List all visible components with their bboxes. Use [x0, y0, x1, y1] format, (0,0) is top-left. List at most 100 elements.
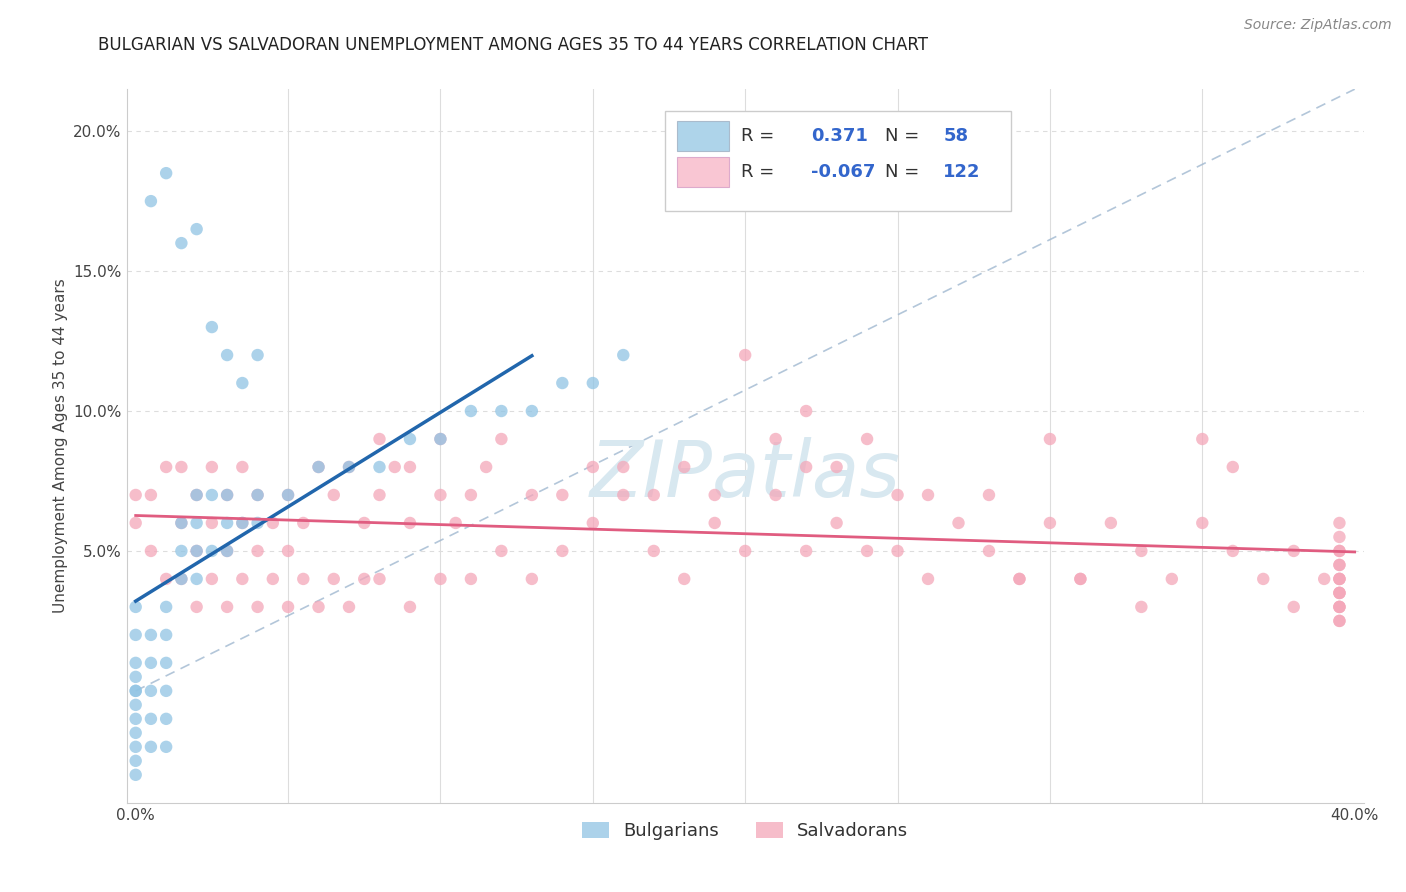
- Point: [765, 488, 787, 502]
- Point: [1329, 544, 1351, 558]
- Point: [1069, 572, 1091, 586]
- Point: [673, 460, 696, 475]
- Point: [186, 488, 208, 502]
- Text: 122: 122: [943, 163, 980, 181]
- Point: [262, 516, 284, 530]
- Point: [1039, 432, 1062, 446]
- Point: [292, 572, 315, 586]
- Point: [1222, 544, 1244, 558]
- Point: [170, 516, 193, 530]
- FancyBboxPatch shape: [678, 157, 730, 187]
- Point: [155, 599, 177, 614]
- Point: [368, 460, 391, 475]
- Point: [582, 460, 605, 475]
- Point: [703, 516, 725, 530]
- Point: [125, 698, 148, 712]
- Point: [217, 488, 239, 502]
- Point: [1191, 516, 1213, 530]
- Point: [765, 432, 787, 446]
- Point: [582, 516, 605, 530]
- Point: [1329, 572, 1351, 586]
- Point: [1329, 599, 1351, 614]
- Point: [186, 544, 208, 558]
- Point: [231, 516, 253, 530]
- Point: [170, 236, 193, 251]
- Point: [1329, 558, 1351, 572]
- Point: [1191, 432, 1213, 446]
- Point: [384, 460, 406, 475]
- Point: [1282, 599, 1305, 614]
- Point: [460, 488, 482, 502]
- Point: [125, 516, 148, 530]
- Point: [1008, 572, 1031, 586]
- Point: [1160, 572, 1182, 586]
- Point: [246, 599, 269, 614]
- Point: [125, 754, 148, 768]
- Point: [429, 572, 451, 586]
- Point: [231, 376, 253, 390]
- Point: [155, 656, 177, 670]
- Point: [139, 656, 162, 670]
- Point: [231, 460, 253, 475]
- Point: [139, 712, 162, 726]
- Legend: Bulgarians, Salvadorans: Bulgarians, Salvadorans: [575, 814, 915, 847]
- Point: [460, 404, 482, 418]
- Point: [201, 516, 224, 530]
- Point: [201, 488, 224, 502]
- Point: [825, 516, 848, 530]
- Point: [155, 166, 177, 180]
- Point: [368, 572, 391, 586]
- Point: [429, 432, 451, 446]
- Point: [399, 432, 422, 446]
- Point: [217, 599, 239, 614]
- Point: [917, 488, 939, 502]
- Text: N =: N =: [884, 163, 920, 181]
- Text: -0.067: -0.067: [811, 163, 875, 181]
- Point: [217, 488, 239, 502]
- Point: [886, 544, 908, 558]
- Point: [353, 516, 375, 530]
- Point: [292, 516, 315, 530]
- Point: [825, 460, 848, 475]
- Point: [186, 222, 208, 236]
- Point: [231, 516, 253, 530]
- Point: [155, 460, 177, 475]
- Point: [429, 432, 451, 446]
- Point: [917, 572, 939, 586]
- Point: [612, 460, 634, 475]
- Point: [246, 488, 269, 502]
- Point: [643, 488, 665, 502]
- Point: [217, 348, 239, 362]
- Point: [582, 376, 605, 390]
- Text: ZIPatlas: ZIPatlas: [589, 436, 901, 513]
- Point: [1329, 599, 1351, 614]
- Point: [886, 488, 908, 502]
- Point: [246, 516, 269, 530]
- Point: [155, 739, 177, 754]
- Point: [186, 572, 208, 586]
- Point: [277, 488, 299, 502]
- Point: [125, 684, 148, 698]
- Point: [170, 544, 193, 558]
- Point: [155, 712, 177, 726]
- Point: [794, 460, 817, 475]
- Point: [201, 572, 224, 586]
- Point: [1008, 572, 1031, 586]
- Point: [231, 572, 253, 586]
- Point: [262, 572, 284, 586]
- Point: [139, 194, 162, 208]
- Point: [1329, 586, 1351, 600]
- Point: [551, 544, 574, 558]
- Point: [125, 488, 148, 502]
- Point: [399, 516, 422, 530]
- Point: [429, 488, 451, 502]
- Point: [170, 572, 193, 586]
- Point: [155, 628, 177, 642]
- Text: R =: R =: [741, 128, 775, 145]
- Point: [794, 404, 817, 418]
- Point: [125, 726, 148, 740]
- Text: Source: ZipAtlas.com: Source: ZipAtlas.com: [1244, 18, 1392, 32]
- Point: [1329, 572, 1351, 586]
- Point: [551, 488, 574, 502]
- Point: [1329, 599, 1351, 614]
